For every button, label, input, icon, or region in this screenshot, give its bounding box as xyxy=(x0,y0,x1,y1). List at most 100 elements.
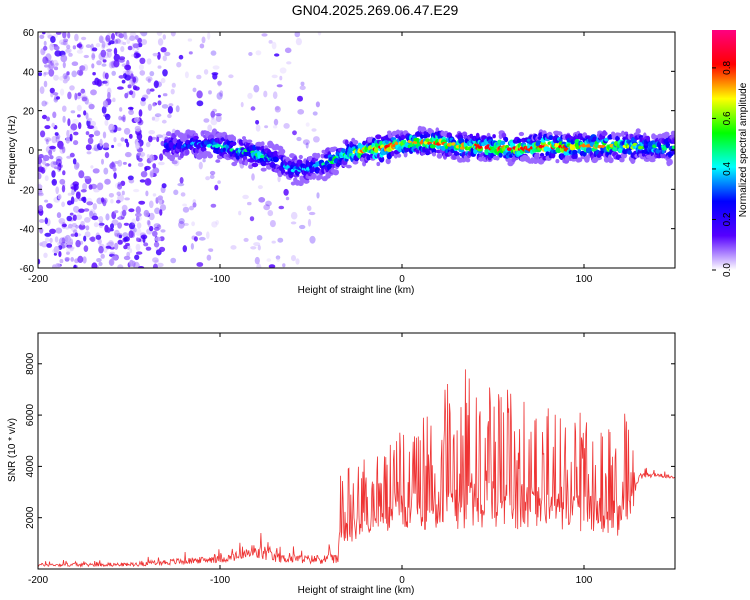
noise-point xyxy=(45,101,49,105)
noise-point xyxy=(170,88,175,95)
noise-point xyxy=(46,116,50,122)
noise-point xyxy=(73,205,80,213)
x-tick-label: 0 xyxy=(399,575,405,586)
ridge-point xyxy=(193,135,199,140)
noise-point xyxy=(264,125,269,129)
noise-point xyxy=(268,40,273,44)
noise-point xyxy=(145,190,149,197)
ridge-point xyxy=(435,127,440,133)
noise-point xyxy=(279,67,287,74)
noise-point xyxy=(149,225,154,232)
noise-point xyxy=(108,193,114,198)
noise-point xyxy=(55,227,63,234)
noise-point xyxy=(124,151,132,158)
noise-point xyxy=(73,131,79,136)
noise-point xyxy=(129,259,134,267)
ridge-point xyxy=(500,140,506,146)
noise-point xyxy=(140,234,148,240)
noise-point xyxy=(164,51,171,57)
y-tick-label: 60 xyxy=(23,28,35,39)
noise-point xyxy=(42,56,49,64)
noise-point xyxy=(75,225,79,229)
noise-point xyxy=(137,157,143,162)
noise-point xyxy=(279,75,283,81)
noise-point xyxy=(126,71,133,76)
noise-point xyxy=(296,136,302,142)
ridge-point xyxy=(615,135,620,142)
noise-point xyxy=(315,101,320,108)
noise-point xyxy=(73,184,77,192)
noise-point xyxy=(105,213,110,221)
noise-point xyxy=(57,194,62,200)
noise-point xyxy=(149,71,155,77)
noise-point xyxy=(263,90,268,98)
noise-point xyxy=(290,211,298,220)
noise-point xyxy=(198,161,203,170)
noise-point xyxy=(114,229,120,238)
noise-point xyxy=(258,197,266,203)
noise-point xyxy=(83,235,87,242)
noise-point xyxy=(271,41,277,50)
noise-point xyxy=(56,212,62,219)
colorbar-tick-label: 0.4 xyxy=(722,162,733,176)
noise-point xyxy=(191,221,196,227)
noise-point xyxy=(118,56,126,61)
noise-point xyxy=(58,237,66,246)
noise-point xyxy=(263,204,271,211)
noise-point xyxy=(48,149,53,156)
noise-point xyxy=(66,129,70,138)
noise-point xyxy=(51,135,57,144)
noise-point xyxy=(269,220,276,228)
y-tick-label: -40 xyxy=(20,225,35,236)
noise-point xyxy=(132,76,137,83)
noise-point xyxy=(62,170,66,176)
noise-point xyxy=(209,170,216,176)
noise-point xyxy=(211,72,219,76)
noise-point xyxy=(55,62,59,66)
noise-point xyxy=(128,208,135,213)
noise-point xyxy=(309,235,316,244)
noise-point xyxy=(83,208,90,212)
noise-point xyxy=(177,182,185,187)
noise-point xyxy=(126,91,132,95)
noise-point xyxy=(134,125,141,132)
noise-point xyxy=(50,59,54,66)
noise-point xyxy=(49,228,56,234)
noise-point xyxy=(276,257,281,262)
noise-point xyxy=(113,53,121,62)
noise-point xyxy=(124,92,129,99)
noise-point xyxy=(66,155,72,159)
snr-frame xyxy=(37,332,676,570)
noise-point xyxy=(67,91,72,100)
noise-point xyxy=(98,35,104,43)
noise-point xyxy=(73,140,79,146)
noise-point xyxy=(55,136,60,143)
noise-point xyxy=(122,209,127,217)
noise-point xyxy=(101,158,104,165)
noise-point xyxy=(75,162,80,169)
ridge-point xyxy=(222,147,227,153)
noise-point xyxy=(283,123,290,129)
noise-point xyxy=(249,216,255,222)
noise-point xyxy=(215,220,220,225)
noise-point xyxy=(79,65,86,71)
noise-point xyxy=(95,234,102,240)
ridge-point xyxy=(415,149,420,154)
noise-point xyxy=(52,59,59,68)
noise-point xyxy=(113,47,118,56)
noise-point xyxy=(60,88,65,96)
noise-point xyxy=(96,182,104,191)
noise-point xyxy=(152,257,159,263)
noise-point xyxy=(207,32,211,40)
noise-point xyxy=(65,136,71,144)
noise-point xyxy=(182,203,188,207)
noise-point xyxy=(138,63,144,71)
noise-point xyxy=(58,39,66,45)
noise-point xyxy=(171,160,178,165)
ridge-point xyxy=(592,136,597,142)
noise-point xyxy=(157,94,161,98)
noise-point xyxy=(128,163,132,167)
noise-point xyxy=(44,232,52,237)
noise-point xyxy=(43,163,48,171)
